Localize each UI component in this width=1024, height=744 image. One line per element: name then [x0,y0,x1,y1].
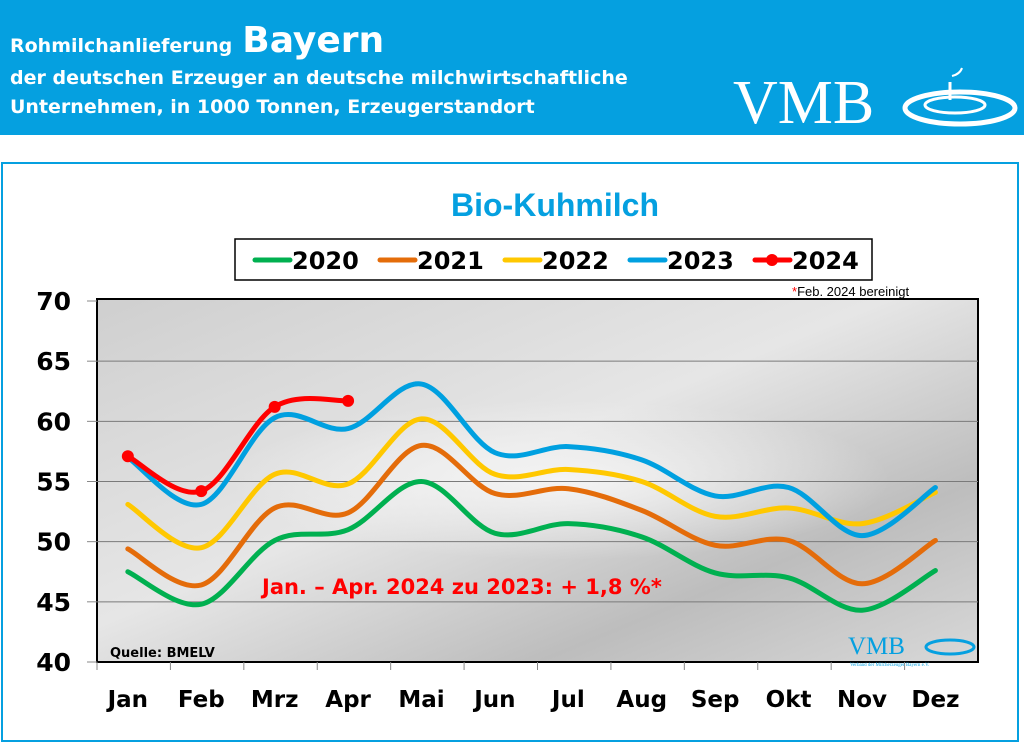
series-line-2023 [125,381,938,539]
watermark-logo: VMB [848,633,905,660]
x-tick-label: Jan [106,687,148,713]
legend-label-2023: 2023 [667,247,734,275]
footnote-text: Feb. 2024 bereinigt [797,284,909,299]
x-tick-label: Mai [398,687,444,713]
chart-frame [1,162,1019,742]
y-tick-label: 70 [36,287,71,316]
data-point-2024 [195,485,208,498]
series-line-2020 [125,478,938,613]
x-tick-label: Feb [178,687,225,713]
watermark-subtitle: Verband der Milcherzeuger Bayern e.V. [850,663,929,668]
y-tick-label: 40 [36,648,71,677]
data-point-2024 [121,450,134,463]
watermark-swirl-icon [924,638,976,656]
x-tick-label: Jun [472,687,515,713]
data-point-2024 [342,394,355,407]
header-line3: Unternehmen, in 1000 Tonnen, Erzeugersta… [10,96,535,118]
legend-marker [766,254,778,266]
legend: 2020 2021 2022 2023 2024 [234,238,873,281]
legend-label-2021: 2021 [417,247,484,275]
header-region: Bayern [242,20,385,61]
y-tick-label: 65 [36,347,71,376]
legend-label-2020: 2020 [292,247,359,275]
y-tick-label: 60 [36,407,71,436]
legend-label-2024: 2024 [792,247,859,275]
series-line-2022 [125,416,938,551]
x-tick-label: Mrz [251,687,299,713]
chart-title: Bio-Kuhmilch [451,187,659,223]
header-prefix: Rohmilchanlieferung [10,35,233,57]
header-banner: Rohmilchanlieferung Bayern der deutschen … [0,0,1024,135]
vmb-logo: VMB [733,72,874,134]
legend-label-2022: 2022 [542,247,609,275]
x-tick-label: Apr [325,687,371,713]
header-line2: der deutschen Erzeuger an deutsche milch… [10,67,628,89]
y-tick-label: 55 [36,468,71,497]
x-tick-label: Jul [550,687,585,713]
data-point-2024 [268,400,281,413]
x-tick-label: Sep [691,687,740,713]
x-tick-label: Nov [837,687,887,713]
series-line-2021 [125,442,938,589]
logo-text: VMB [733,69,875,137]
x-tick-label: Dez [911,687,959,713]
x-tick-label: Okt [766,687,812,713]
annotation: Jan. – Apr. 2024 zu 2023: + 1,8 %* [260,575,662,599]
source-label: Quelle: BMELV [110,646,215,661]
footnote-star: * [792,284,797,299]
x-tick-label: Aug [616,687,667,713]
y-tick-label: 50 [36,528,71,557]
header-line1: Rohmilchanlieferung Bayern [10,20,384,61]
series-line-2024 [125,396,351,495]
footnote: *Feb. 2024 bereinigt [792,284,909,299]
y-tick-label: 45 [36,588,71,617]
